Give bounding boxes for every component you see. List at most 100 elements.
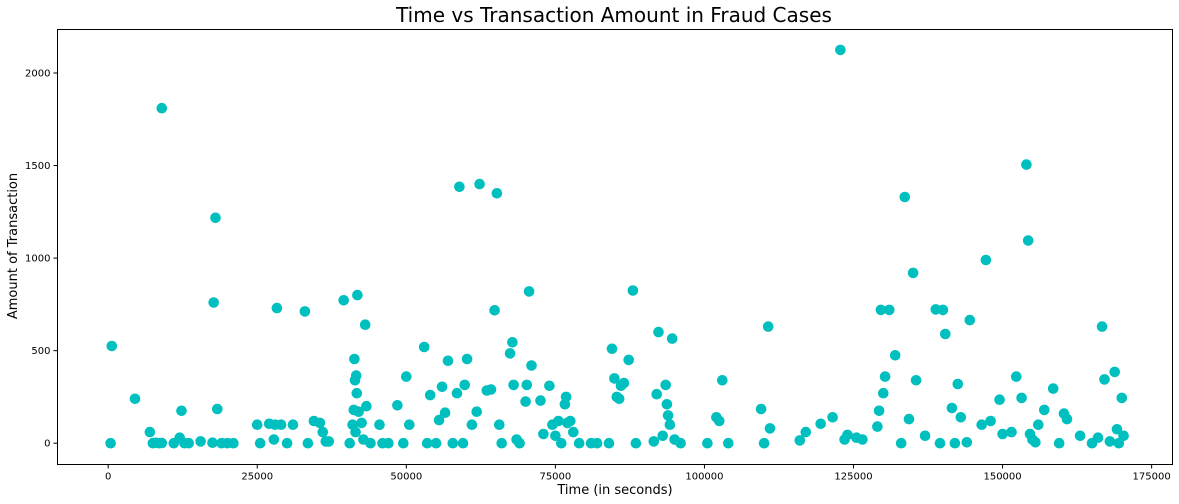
data-point-42: [349, 353, 360, 365]
data-point-185: [1047, 383, 1059, 394]
data-point-191: [1092, 432, 1104, 444]
data-point-83: [496, 437, 508, 449]
data-point-183: [1033, 419, 1044, 431]
y-tick-label-3: 1500: [25, 161, 50, 172]
data-point-141: [827, 412, 838, 423]
data-point-159: [919, 430, 931, 442]
data-point-58: [398, 437, 409, 449]
data-point-0: [105, 437, 116, 449]
data-point-172: [985, 415, 996, 427]
data-point-136: [762, 321, 774, 332]
data-point-134: [755, 403, 767, 415]
data-point-120: [653, 326, 664, 338]
data-point-169: [964, 314, 976, 326]
data-point-198: [1116, 392, 1128, 404]
data-point-51: [359, 319, 371, 331]
data-point-142: [835, 44, 846, 56]
data-point-150: [878, 387, 889, 399]
data-point-189: [1074, 430, 1086, 442]
x-tick-label-7: 175000: [1133, 472, 1171, 483]
data-point-196: [1111, 424, 1123, 435]
data-point-133: [723, 437, 734, 449]
data-point-62: [421, 437, 433, 449]
data-point-94: [538, 428, 549, 440]
data-point-39: [344, 437, 356, 449]
data-point-182: [1030, 437, 1041, 448]
data-point-52: [361, 400, 372, 412]
data-point-99: [556, 437, 567, 449]
data-point-17: [210, 212, 221, 224]
x-axis-ticks: 0 25000 50000 75000 100000 125000 150000 175000: [105, 464, 1171, 483]
data-point-37: [323, 436, 335, 447]
data-point-7: [156, 102, 168, 114]
data-point-114: [618, 377, 630, 389]
data-point-57: [392, 400, 403, 411]
data-point-98: [553, 415, 564, 427]
data-point-192: [1096, 321, 1108, 332]
data-point-195: [1109, 366, 1120, 378]
data-point-124: [662, 410, 674, 421]
data-point-11: [176, 405, 187, 417]
data-point-1: [106, 340, 118, 352]
data-point-95: [544, 380, 555, 392]
data-point-67: [439, 407, 451, 419]
data-point-121: [657, 430, 668, 442]
data-point-108: [603, 437, 615, 449]
x-tick-label-5: 125000: [834, 472, 872, 483]
data-point-147: [872, 421, 883, 432]
data-point-126: [666, 333, 678, 344]
data-point-170: [976, 419, 987, 431]
data-point-128: [675, 437, 686, 449]
data-point-157: [907, 267, 919, 279]
data-point-79: [485, 384, 497, 395]
data-point-166: [952, 378, 964, 390]
data-point-29: [281, 437, 293, 449]
data-point-38: [338, 295, 350, 306]
data-point-177: [1016, 392, 1027, 404]
y-tick-label-0: 0: [44, 439, 50, 450]
x-tick-label-4: 100000: [685, 472, 723, 483]
data-point-112: [613, 393, 625, 405]
data-point-146: [857, 434, 868, 445]
x-tick-label-1: 25000: [241, 472, 273, 483]
data-point-97: [550, 430, 561, 442]
data-point-74: [461, 353, 473, 365]
data-point-107: [591, 437, 603, 449]
data-point-194: [1104, 436, 1116, 447]
data-point-110: [609, 373, 620, 384]
x-tick-label-6: 150000: [983, 472, 1021, 483]
data-point-45: [350, 370, 362, 381]
data-point-115: [623, 354, 634, 366]
data-point-25: [268, 434, 280, 445]
data-point-75: [466, 419, 478, 431]
data-point-178: [1021, 159, 1032, 170]
data-point-117: [630, 437, 642, 449]
data-point-93: [535, 395, 546, 406]
data-point-2: [129, 393, 141, 405]
points-layer: [105, 44, 1129, 449]
data-point-171: [980, 254, 992, 266]
data-point-53: [365, 437, 376, 449]
data-point-81: [491, 188, 503, 199]
data-point-158: [910, 375, 922, 386]
data-point-119: [651, 388, 662, 400]
data-point-65: [433, 414, 445, 426]
data-point-66: [436, 381, 448, 393]
data-point-32: [302, 437, 314, 449]
data-point-61: [418, 341, 430, 353]
data-point-162: [937, 304, 949, 316]
data-point-15: [207, 437, 218, 449]
data-point-68: [442, 355, 454, 367]
data-point-161: [934, 437, 946, 449]
data-point-148: [873, 405, 885, 417]
data-point-28: [275, 419, 287, 431]
data-point-164: [946, 402, 958, 414]
data-point-44: [350, 426, 361, 438]
data-point-118: [648, 436, 660, 447]
y-tick-label-1: 500: [31, 346, 50, 357]
data-point-186: [1053, 437, 1065, 449]
data-point-137: [764, 423, 776, 434]
data-point-123: [661, 399, 673, 410]
data-point-73: [459, 379, 471, 391]
